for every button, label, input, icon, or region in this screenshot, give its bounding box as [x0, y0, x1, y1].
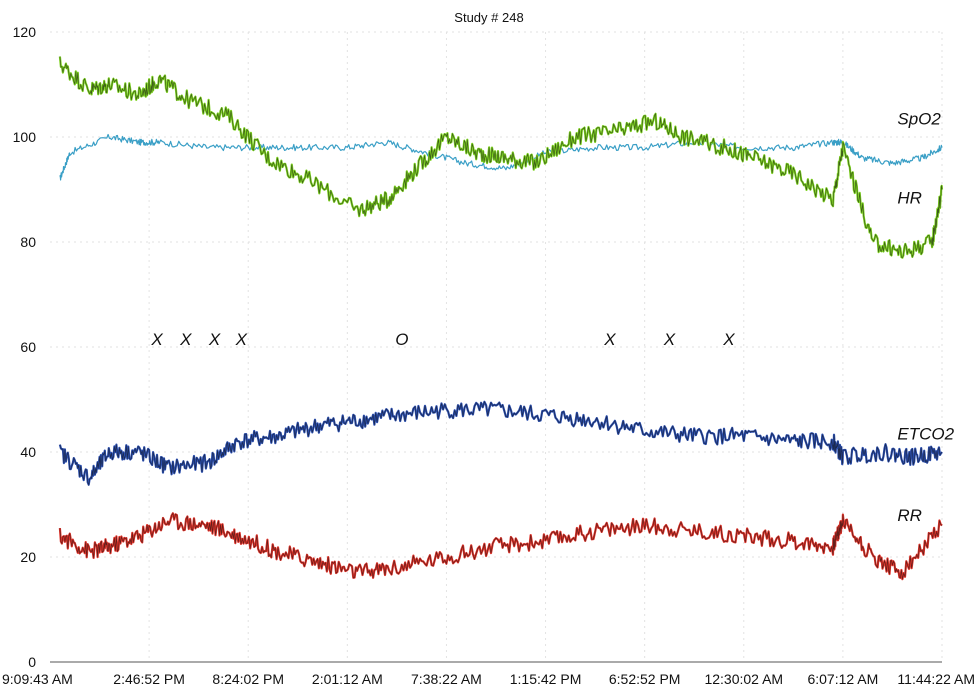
y-tick-label: 20 [20, 549, 36, 565]
x-tick-label: 6:07:12 AM [807, 671, 878, 687]
series-label: ETCO2 [897, 425, 954, 444]
y-tick-label: 60 [20, 339, 36, 355]
event-marker: X [722, 330, 735, 349]
x-tick-label: 12:30:02 AM [704, 671, 783, 687]
event-marker: X [663, 330, 676, 349]
event-marker: X [208, 330, 221, 349]
event-marker: O [395, 330, 408, 349]
x-tick-label: 2:01:12 AM [312, 671, 383, 687]
y-tick-label: 80 [20, 234, 36, 250]
x-tick-label: 6:52:52 PM [609, 671, 681, 687]
series-line-etco2 [58, 400, 943, 486]
event-marker: X [603, 330, 616, 349]
series-trace-etco2 [59, 400, 943, 487]
series-trace-hr [59, 56, 943, 259]
x-tick-label: 1:15:42 PM [510, 671, 582, 687]
y-tick-label: 120 [13, 24, 37, 40]
grid [50, 31, 943, 662]
x-tick-label: 2:46:52 PM [113, 671, 185, 687]
annotation-group: SpO2 HR ETCO2 RR [897, 110, 954, 525]
chart-title: Study # 248 [454, 10, 523, 25]
y-tick-label: 40 [20, 444, 36, 460]
y-axis-labels: 0 20 40 60 80 100 120 [13, 24, 37, 670]
y-tick-label: 0 [28, 654, 36, 670]
y-tick-label: 100 [13, 129, 37, 145]
event-marker: X [235, 330, 248, 349]
x-axis-labels: 9:09:43 AM 2:46:52 PM 8:24:02 PM 2:01:12 AM… [2, 671, 975, 687]
series-label: HR [897, 188, 922, 207]
x-tick-label: 11:44:22 AM [897, 671, 975, 687]
series-label: RR [897, 506, 922, 525]
event-marker: X [179, 330, 192, 349]
series-label: SpO2 [897, 110, 941, 129]
series-group [58, 56, 944, 581]
event-marker: X [150, 330, 163, 349]
x-tick-label: 8:24:02 PM [212, 671, 284, 687]
x-tick-label: 7:38:22 AM [411, 671, 482, 687]
series-trace-rr [59, 512, 943, 580]
x-tick-label: 9:09:43 AM [2, 671, 73, 687]
